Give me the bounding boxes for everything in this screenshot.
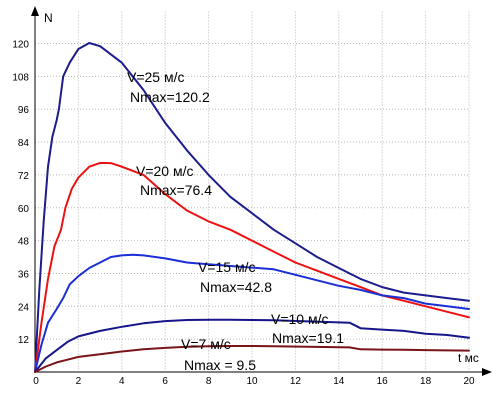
x-tick-label-18: 18: [420, 376, 432, 387]
y-tick-label-120: 120: [12, 40, 29, 51]
x-tick-label-4: 4: [119, 376, 125, 387]
annotation-v20-max: Nmax=76.4: [140, 182, 212, 198]
x-axis-arrow: [482, 368, 492, 376]
y-tick-label-72: 72: [18, 171, 30, 182]
x-axis-label: t мс: [458, 351, 479, 365]
annotation-v20-speed: V=20 м/с: [136, 163, 194, 179]
annotation-v25-speed: V=25 м/с: [127, 69, 185, 85]
series-lines: [34, 42, 470, 373]
x-tick-label-6: 6: [162, 376, 168, 387]
x-tick-label-8: 8: [206, 376, 212, 387]
y-tick-label-84: 84: [18, 138, 30, 149]
y-tick-label-96: 96: [18, 105, 30, 116]
x-tick-label-0: 0: [33, 376, 39, 387]
annotation-v25-max: Nmax=120.2: [130, 89, 210, 105]
y-tick-label-12: 12: [18, 335, 30, 346]
series-line-v15: [34, 253, 470, 373]
y-tick-label-36: 36: [18, 269, 30, 280]
annotation-v10-speed: V=10 м/с: [271, 311, 329, 327]
grid: [35, 11, 470, 372]
annotation-v7-max: Nmax = 9.5: [184, 357, 256, 373]
annotation-v7-speed: V=7 м/с: [181, 336, 231, 352]
annotation-v10-max: Nmax=19.1: [272, 330, 344, 346]
y-axis-label: N: [44, 11, 53, 25]
annotations: N t мс V=25 м/с Nmax=120.2 V=20 м/с Nmax…: [44, 11, 479, 373]
x-tick-label-2: 2: [76, 376, 82, 387]
x-tick-label-10: 10: [246, 376, 258, 387]
y-tick-label-108: 108: [12, 72, 29, 83]
x-tick-label-20: 20: [463, 376, 475, 387]
axes: 0: [31, 6, 492, 387]
series-line-v10: [34, 318, 470, 373]
annotation-v15-max: Nmax=42.8: [200, 279, 272, 295]
series-line-v20: [34, 161, 470, 373]
y-tick-label-24: 24: [18, 302, 30, 313]
y-tick-label-48: 48: [18, 237, 30, 248]
x-tick-label-14: 14: [333, 376, 345, 387]
annotation-v15-speed: V=15 м/с: [198, 259, 256, 275]
x-tick-label-12: 12: [290, 376, 302, 387]
series-line-v25: [34, 42, 470, 373]
series-line-v7: [34, 345, 470, 373]
y-axis-arrow: [31, 6, 39, 16]
x-tick-label-16: 16: [377, 376, 389, 387]
y-tick-label-60: 60: [18, 204, 30, 215]
